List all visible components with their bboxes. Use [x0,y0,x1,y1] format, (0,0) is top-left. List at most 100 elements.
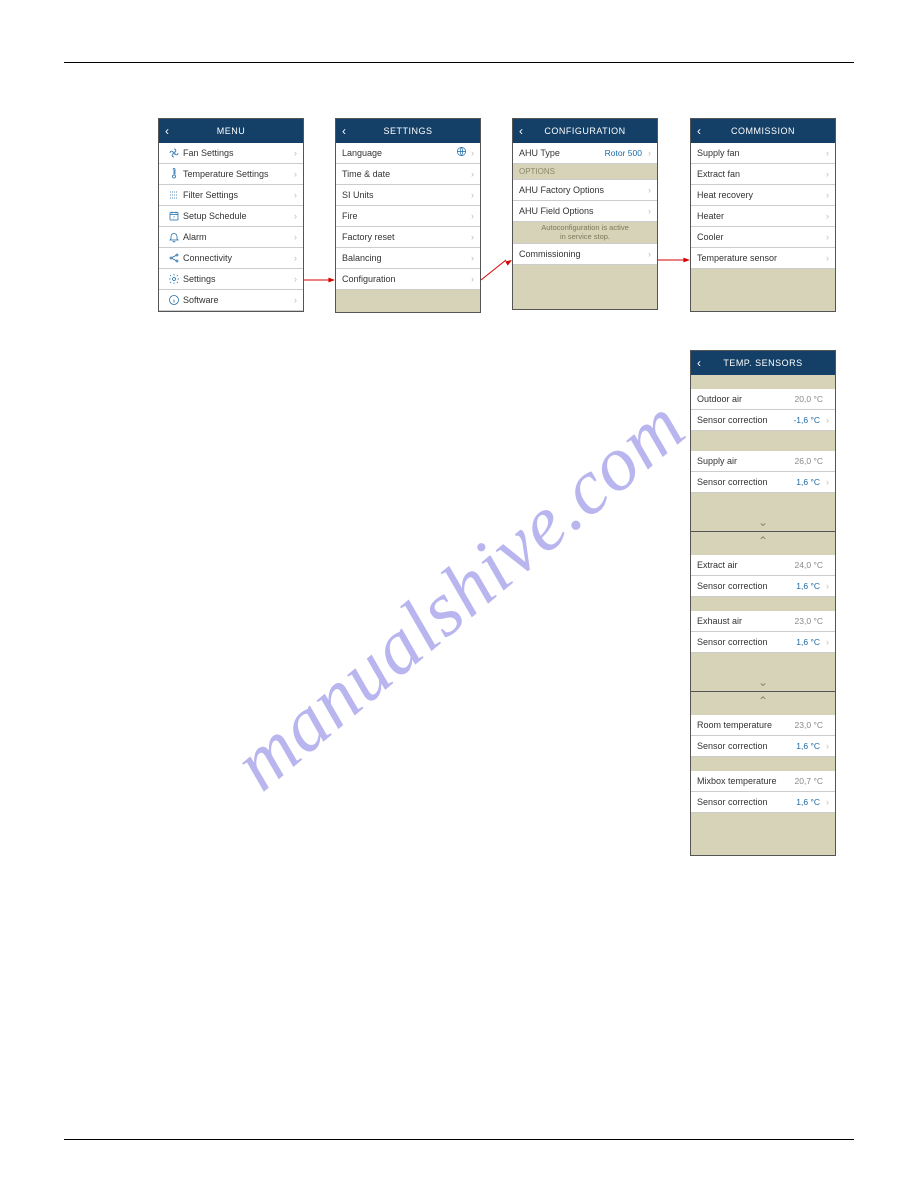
menu-item[interactable]: Settings › [159,269,303,290]
commission-item[interactable]: Cooler › [691,227,835,248]
settings-item[interactable]: Time & date › [336,164,480,185]
panel-gap [691,493,835,513]
settings-panel: ‹ SETTINGS Language ›Time & date ›SI Uni… [335,118,481,313]
sensor-row: Mixbox temperature 20,7 °C [691,771,835,792]
commission-item[interactable]: Extract fan › [691,164,835,185]
chevron-right-icon: › [826,148,829,158]
chevron-up-icon[interactable]: ⌃ [691,691,835,709]
chevron-right-icon: › [471,232,474,242]
chevron-down-icon[interactable]: ⌄ [691,513,835,531]
chevron-right-icon: › [471,253,474,263]
panel-filler [513,265,657,305]
back-icon[interactable]: ‹ [697,125,701,137]
commissioning-row[interactable]: Commissioning › [513,244,657,265]
sensor-label: Room temperature [697,720,795,730]
sensor-row[interactable]: Sensor correction 1,6 °C › [691,632,835,653]
settings-item[interactable]: Language › [336,143,480,164]
sensor-label: Sensor correction [697,637,796,647]
info-icon [165,294,183,306]
sensor-label: Exhaust air [697,616,795,626]
sensor-row[interactable]: Sensor correction 1,6 °C › [691,576,835,597]
ahu-type-row[interactable]: AHU Type Rotor 500 › [513,143,657,164]
menu-item[interactable]: Filter Settings › [159,185,303,206]
sensor-value: 20,0 °C [795,394,823,404]
menu-item-label: Temperature Settings [183,169,294,179]
sensor-row[interactable]: Sensor correction 1,6 °C › [691,792,835,813]
svg-text:7: 7 [173,216,175,220]
config-item[interactable]: AHU Factory Options › [513,180,657,201]
sensors-title: TEMP. SENSORS [697,358,829,368]
filter-icon [165,189,183,201]
menu-item[interactable]: 7 Setup Schedule › [159,206,303,227]
sensor-label: Sensor correction [697,797,796,807]
commission-item-label: Heater [697,211,826,221]
chevron-right-icon: › [826,797,829,807]
settings-item[interactable]: Balancing › [336,248,480,269]
sensor-row: Extract air 24,0 °C [691,555,835,576]
panel-filler [691,269,835,311]
commission-item[interactable]: Heater › [691,206,835,227]
config-item-label: AHU Factory Options [519,185,648,195]
sensor-row[interactable]: Sensor correction -1,6 °C › [691,410,835,431]
commission-title: COMMISSION [697,126,829,136]
chevron-right-icon: › [648,249,651,259]
back-icon[interactable]: ‹ [342,125,346,137]
sensor-value: 1,6 °C [796,581,820,591]
commission-item[interactable]: Heat recovery › [691,185,835,206]
config-item[interactable]: AHU Field Options › [513,201,657,222]
sensor-label: Sensor correction [697,415,793,425]
menu-panel: ‹ MENU Fan Settings › Temperature Settin… [158,118,304,312]
menu-item[interactable]: Fan Settings › [159,143,303,164]
sensor-value: 1,6 °C [796,741,820,751]
menu-item[interactable]: Software › [159,290,303,311]
configuration-panel: ‹ CONFIGURATION AHU Type Rotor 500 › OPT… [512,118,658,310]
back-icon[interactable]: ‹ [697,357,701,369]
back-icon[interactable]: ‹ [519,125,523,137]
menu-item-label: Fan Settings [183,148,294,158]
sensor-label: Mixbox temperature [697,776,795,786]
settings-title: SETTINGS [342,126,474,136]
chevron-right-icon: › [471,148,474,158]
bell-icon [165,231,183,243]
settings-item[interactable]: Fire › [336,206,480,227]
chevron-right-icon: › [471,190,474,200]
sensor-value: 1,6 °C [796,637,820,647]
temp-sensors-panel: ‹ TEMP. SENSORS Outdoor air 20,0 °C Sens… [690,350,836,856]
commission-header: ‹ COMMISSION [691,119,835,143]
sensor-row: Supply air 26,0 °C [691,451,835,472]
autoconfig-note: Autoconfiguration is active in service s… [513,222,657,244]
settings-item[interactable]: Configuration › [336,269,480,290]
panel-gap [691,653,835,673]
globe-icon [456,146,467,160]
chevron-right-icon: › [471,211,474,221]
menu-item[interactable]: Temperature Settings › [159,164,303,185]
commission-item-label: Cooler [697,232,826,242]
chevron-right-icon: › [471,169,474,179]
sensor-value: 1,6 °C [796,477,820,487]
menu-item[interactable]: Connectivity › [159,248,303,269]
menu-item[interactable]: Alarm › [159,227,303,248]
back-icon[interactable]: ‹ [165,125,169,137]
chevron-right-icon: › [294,253,297,263]
sensor-row[interactable]: Sensor correction 1,6 °C › [691,472,835,493]
settings-item[interactable]: Factory reset › [336,227,480,248]
cal-icon: 7 [165,210,183,222]
menu-header: ‹ MENU [159,119,303,143]
panel-gap [691,431,835,451]
chevron-right-icon: › [826,169,829,179]
sensor-row[interactable]: Sensor correction 1,6 °C › [691,736,835,757]
settings-item-label: Balancing [342,253,471,263]
page-rule-bottom [64,1139,854,1140]
chevron-down-icon[interactable]: ⌄ [691,673,835,691]
chevron-up-icon[interactable]: ⌃ [691,531,835,549]
settings-item-label: Time & date [342,169,471,179]
chevron-right-icon: › [294,211,297,221]
commission-item[interactable]: Temperature sensor › [691,248,835,269]
chevron-right-icon: › [826,232,829,242]
chevron-right-icon: › [826,637,829,647]
sensor-label: Sensor correction [697,581,796,591]
page-rule-top [64,62,854,63]
commission-item[interactable]: Supply fan › [691,143,835,164]
ahu-type-label: AHU Type [519,148,605,158]
settings-item[interactable]: SI Units › [336,185,480,206]
